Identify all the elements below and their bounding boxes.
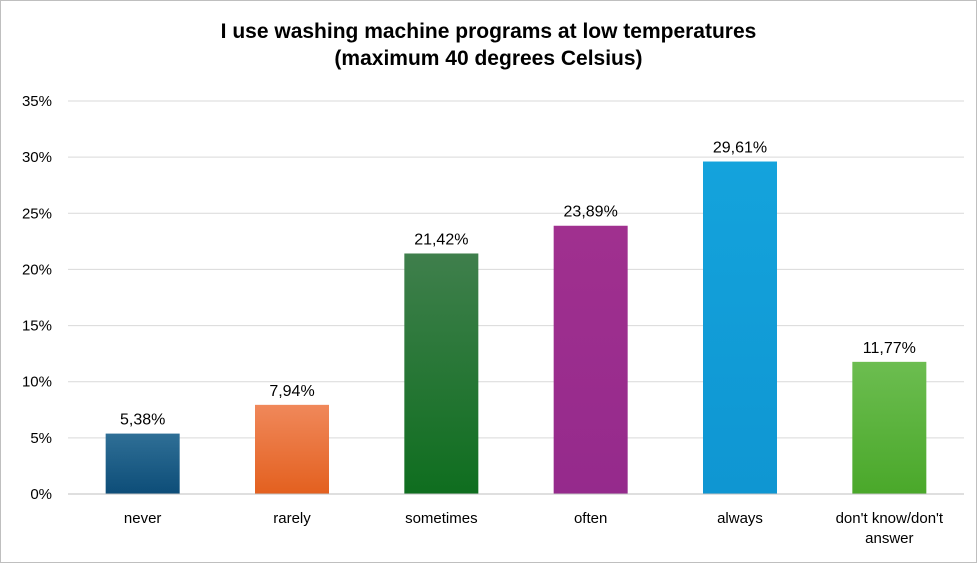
chart-title-line-2: (maximum 40 degrees Celsius)	[334, 47, 643, 70]
y-axis-labels: 0% 5% 10% 15% 20% 25% 30% 35%	[22, 93, 52, 503]
y-tick-label: 35%	[22, 93, 52, 110]
data-label: 11,77%	[863, 340, 916, 357]
data-labels: 5,38% 7,94% 21,42% 23,89% 29,61% 11,77%	[120, 140, 916, 429]
y-tick-label: 0%	[30, 486, 52, 503]
data-label: 21,42%	[414, 231, 468, 248]
x-axis-labels: never rarely sometimes often always don't kno…	[124, 510, 944, 547]
x-tick-label: rarely	[273, 510, 311, 527]
bar-2	[404, 253, 479, 494]
y-tick-label: 30%	[22, 149, 52, 166]
chart-title-line-1: I use washing machine programs at low te…	[220, 20, 757, 43]
bar-4	[703, 161, 777, 494]
x-tick-label: answer	[865, 530, 913, 547]
x-tick-label: always	[717, 510, 763, 527]
bars	[105, 161, 927, 494]
y-tick-label: 10%	[22, 374, 52, 391]
chart-title: I use washing machine programs at low te…	[0, 18, 977, 72]
x-tick-label: don't know/don't	[836, 510, 944, 527]
x-tick-label: sometimes	[405, 510, 478, 527]
gridlines	[68, 100, 964, 439]
data-label: 29,61%	[713, 140, 767, 157]
y-tick-label: 25%	[22, 205, 52, 222]
bar-3	[553, 225, 628, 494]
y-tick-label: 20%	[22, 261, 52, 278]
x-tick-label: never	[124, 510, 162, 527]
y-tick-label: 15%	[22, 318, 52, 335]
data-label: 5,38%	[120, 412, 165, 429]
bar-5	[852, 361, 927, 494]
bar-0	[105, 433, 180, 494]
bar-1	[255, 404, 329, 494]
data-label: 23,89%	[564, 204, 618, 221]
data-label: 7,94%	[269, 383, 314, 400]
y-tick-label: 5%	[30, 430, 52, 447]
x-tick-label: often	[574, 510, 607, 527]
